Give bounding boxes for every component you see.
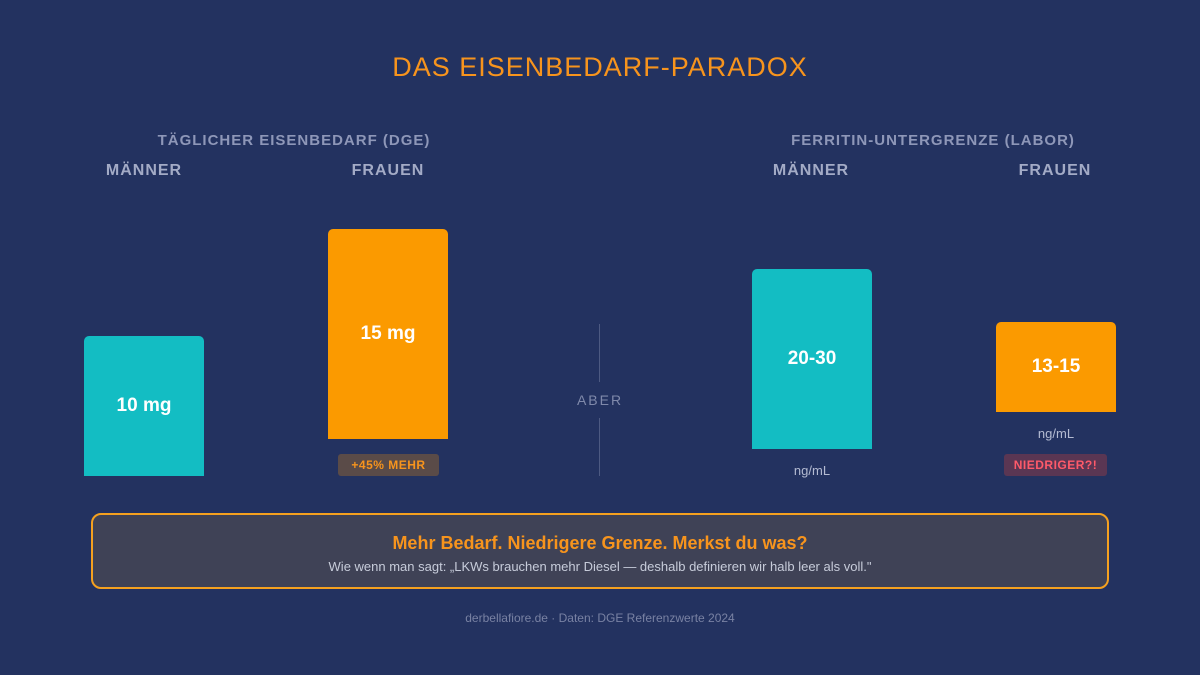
callout-headline: Mehr Bedarf. Niedrigere Grenze. Merkst d… bbox=[392, 533, 808, 553]
divider-line-top bbox=[599, 324, 600, 382]
more-badge: +45% MEHR bbox=[338, 454, 439, 476]
category-label-women: FRAUEN bbox=[351, 162, 425, 179]
unit-label-women: ng/mL bbox=[1037, 426, 1075, 441]
chart-title-ferritin: FERRITIN-UNTERGRENZE (LABOR) bbox=[791, 132, 1075, 149]
lower-badge: NIEDRIGER?! bbox=[1004, 454, 1107, 476]
divider-label: ABER bbox=[576, 392, 624, 408]
category-label-men: MÄNNER bbox=[105, 162, 183, 179]
unit-label-men: ng/mL bbox=[793, 463, 831, 478]
bar-women-ferritin: 13-15 bbox=[996, 322, 1116, 412]
callout-subline: Wie wenn man sagt: „LKWs brauchen mehr D… bbox=[328, 559, 872, 574]
page-title: DAS EISENBEDARF-PARADOX bbox=[392, 52, 808, 82]
footer-source: derbellafiore.de · Daten: DGE Referenzwe… bbox=[465, 611, 735, 625]
bar-value-label: 10 mg bbox=[116, 395, 172, 416]
callout-box: Mehr Bedarf. Niedrigere Grenze. Merkst d… bbox=[91, 513, 1109, 589]
bar-value-label: 15 mg bbox=[360, 323, 416, 344]
divider-line-bottom bbox=[599, 418, 600, 476]
bar-men-daily-iron: 10 mg bbox=[84, 336, 204, 476]
chart-title-daily-iron: TÄGLICHER EISENBEDARF (DGE) bbox=[157, 132, 431, 149]
bar-value-label: 13-15 bbox=[1031, 356, 1081, 377]
bar-women-daily-iron: 15 mg bbox=[328, 229, 448, 439]
category-label-women: FRAUEN bbox=[1018, 162, 1092, 179]
category-label-men: MÄNNER bbox=[772, 162, 850, 179]
bar-men-ferritin: 20-30 bbox=[752, 269, 872, 449]
bar-value-label: 20-30 bbox=[787, 348, 837, 369]
